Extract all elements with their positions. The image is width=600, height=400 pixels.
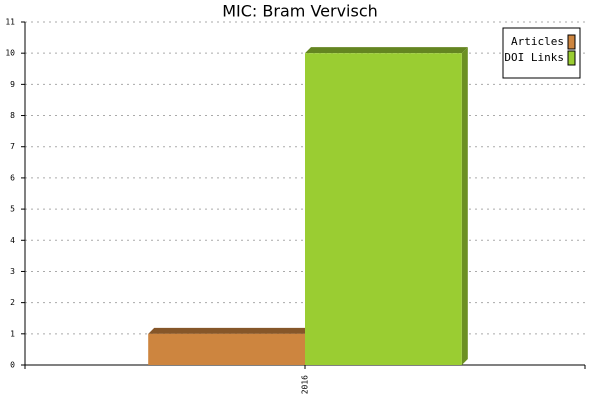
y-tick-label: 0 — [10, 361, 15, 370]
y-tick-label: 4 — [10, 236, 15, 245]
legend-text: Articles — [511, 35, 564, 48]
bar-top — [305, 47, 468, 54]
y-tick-label: 8 — [10, 111, 15, 120]
y-tick-label: 1 — [10, 329, 15, 338]
legend-text: DOI Links — [504, 51, 564, 64]
bar — [305, 53, 462, 365]
y-tick-label: 11 — [5, 18, 15, 27]
legend-box — [502, 27, 581, 79]
y-tick-label: 2 — [10, 298, 15, 307]
bar-top — [148, 327, 311, 334]
y-tick-label: 6 — [10, 173, 15, 182]
legend-swatch — [567, 50, 576, 66]
y-tick-label: 9 — [10, 80, 15, 89]
bar-side — [461, 47, 468, 365]
chart-title: MIC: Bram Vervisch — [222, 2, 378, 21]
bar — [148, 333, 305, 365]
y-tick-label: 10 — [5, 49, 15, 58]
y-tick-label: 3 — [10, 267, 15, 276]
y-tick-label: 5 — [10, 205, 15, 214]
y-tick-label: 7 — [10, 142, 15, 151]
legend-swatch — [567, 34, 576, 50]
x-tick-label: 2016 — [301, 375, 310, 394]
